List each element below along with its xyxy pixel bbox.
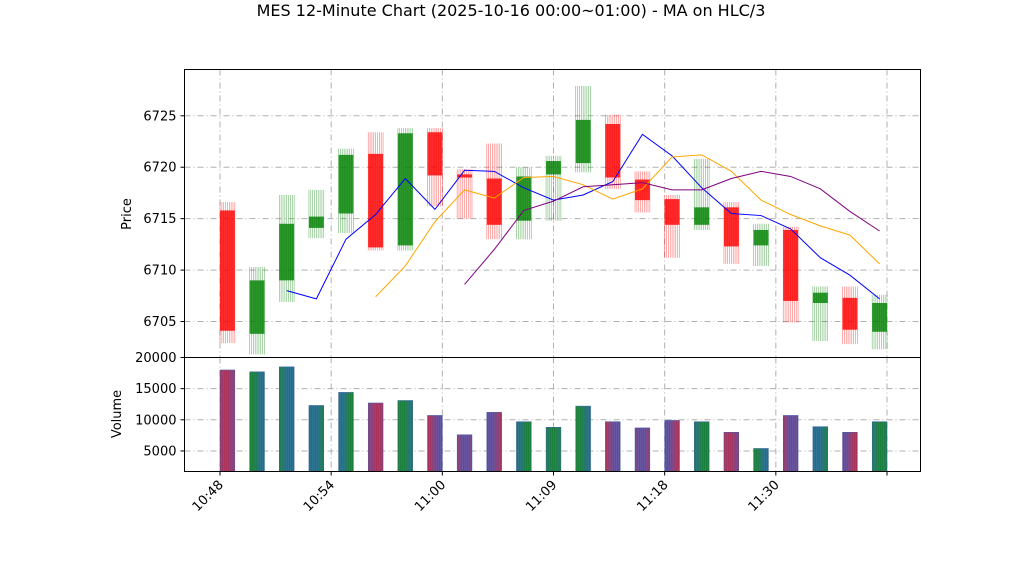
volume-bar — [842, 432, 858, 472]
candle-body — [486, 178, 502, 225]
candle — [545, 155, 562, 221]
price-tick-label: 6710 — [143, 264, 176, 279]
candle — [427, 128, 443, 207]
price-axis-ticks: 6705 6710 6715 6720 6725 — [143, 109, 185, 330]
volume-axis-ticks: 5000 10000 15000 20000 — [135, 351, 185, 459]
volume-tick-label: 5000 — [143, 444, 176, 459]
x-tick-label: 11:30 — [746, 478, 783, 515]
moving-average-line — [375, 154, 880, 298]
chart-title: MES 12-Minute Chart (2025-10-16 00:00~01… — [256, 1, 766, 20]
candle-body — [308, 216, 324, 228]
candle-body — [427, 132, 443, 176]
moving-average-lines — [286, 133, 880, 300]
candle — [605, 114, 621, 189]
x-tick-label: 11:18 — [634, 478, 671, 515]
candle-body — [220, 210, 235, 331]
volume-bar — [723, 432, 740, 472]
volume-axis-label: Volume — [110, 390, 125, 438]
candle — [397, 128, 413, 251]
candle-body — [723, 207, 739, 247]
volume-bar — [456, 434, 473, 472]
candle-body — [457, 174, 472, 178]
x-tick-label: 10:48 — [190, 478, 227, 515]
candle-body — [664, 199, 680, 225]
volume-bar — [782, 415, 799, 472]
volume-bar — [397, 400, 413, 472]
candle-body — [516, 176, 532, 221]
volume-tick-label: 20000 — [135, 351, 176, 366]
candle — [842, 286, 858, 345]
price-tick-label: 6725 — [143, 109, 176, 124]
candle-body — [605, 124, 621, 178]
volume-bar — [367, 402, 384, 472]
candle-body — [249, 280, 265, 334]
candle — [782, 226, 799, 323]
price-panel-frame — [184, 69, 921, 358]
candle — [753, 223, 769, 266]
candle-body — [546, 161, 561, 175]
candle-body — [872, 302, 887, 332]
moving-average-line — [286, 133, 880, 300]
volume-tick-label: 15000 — [135, 382, 176, 397]
candle — [219, 202, 236, 344]
volume-bar — [545, 427, 562, 472]
candle-body — [397, 133, 413, 246]
candle — [871, 294, 888, 350]
candle — [367, 132, 384, 251]
price-gridlines — [184, 69, 921, 358]
price-tick-label: 6705 — [143, 315, 176, 330]
volume-bar — [812, 426, 828, 472]
volume-bar — [279, 366, 295, 472]
candle — [249, 266, 265, 355]
volume-bar — [219, 369, 236, 472]
x-tick-label: 11:00 — [412, 478, 449, 515]
volume-tick-label: 10000 — [135, 413, 176, 428]
candle-body — [575, 119, 591, 164]
candle — [634, 171, 651, 213]
candle-body — [842, 297, 858, 330]
candle-body — [783, 229, 799, 301]
volume-bar — [308, 405, 325, 472]
volume-bar — [575, 405, 591, 472]
volume-bar — [694, 421, 710, 472]
volume-bars — [219, 366, 888, 472]
candle — [575, 85, 591, 173]
volume-bar — [338, 392, 354, 472]
candle — [723, 202, 740, 264]
candle-body — [279, 223, 295, 281]
candle — [338, 148, 354, 234]
price-tick-label: 6720 — [143, 161, 176, 176]
price-axis-label: Price — [120, 198, 135, 230]
candle-body — [368, 153, 384, 248]
volume-bar — [605, 421, 621, 472]
volume-bar — [486, 412, 502, 472]
volume-bar — [753, 448, 769, 472]
candle-body — [812, 292, 828, 303]
moving-average-line — [464, 170, 880, 285]
volume-bar — [516, 421, 532, 472]
candle-body — [694, 207, 710, 225]
candle-body — [338, 154, 354, 214]
volume-bar — [871, 421, 888, 472]
candle — [664, 194, 680, 258]
candle — [456, 169, 473, 219]
candle — [694, 158, 710, 230]
x-axis-ticks: 10:48 10:54 11:00 11:09 11:18 11:30 — [190, 471, 888, 515]
price-candles — [219, 85, 888, 355]
volume-bar — [249, 371, 265, 472]
volume-bar — [427, 415, 443, 472]
candle — [812, 286, 829, 342]
volume-bar — [664, 420, 680, 472]
x-tick-label: 10:54 — [301, 478, 338, 515]
x-tick-label: 11:09 — [523, 478, 560, 515]
candle-body — [753, 229, 769, 246]
candle — [278, 194, 295, 302]
candle — [308, 189, 325, 239]
volume-panel-frame — [184, 357, 921, 472]
candle — [486, 143, 502, 240]
price-tick-label: 6715 — [143, 212, 176, 227]
volume-bar — [634, 427, 651, 472]
